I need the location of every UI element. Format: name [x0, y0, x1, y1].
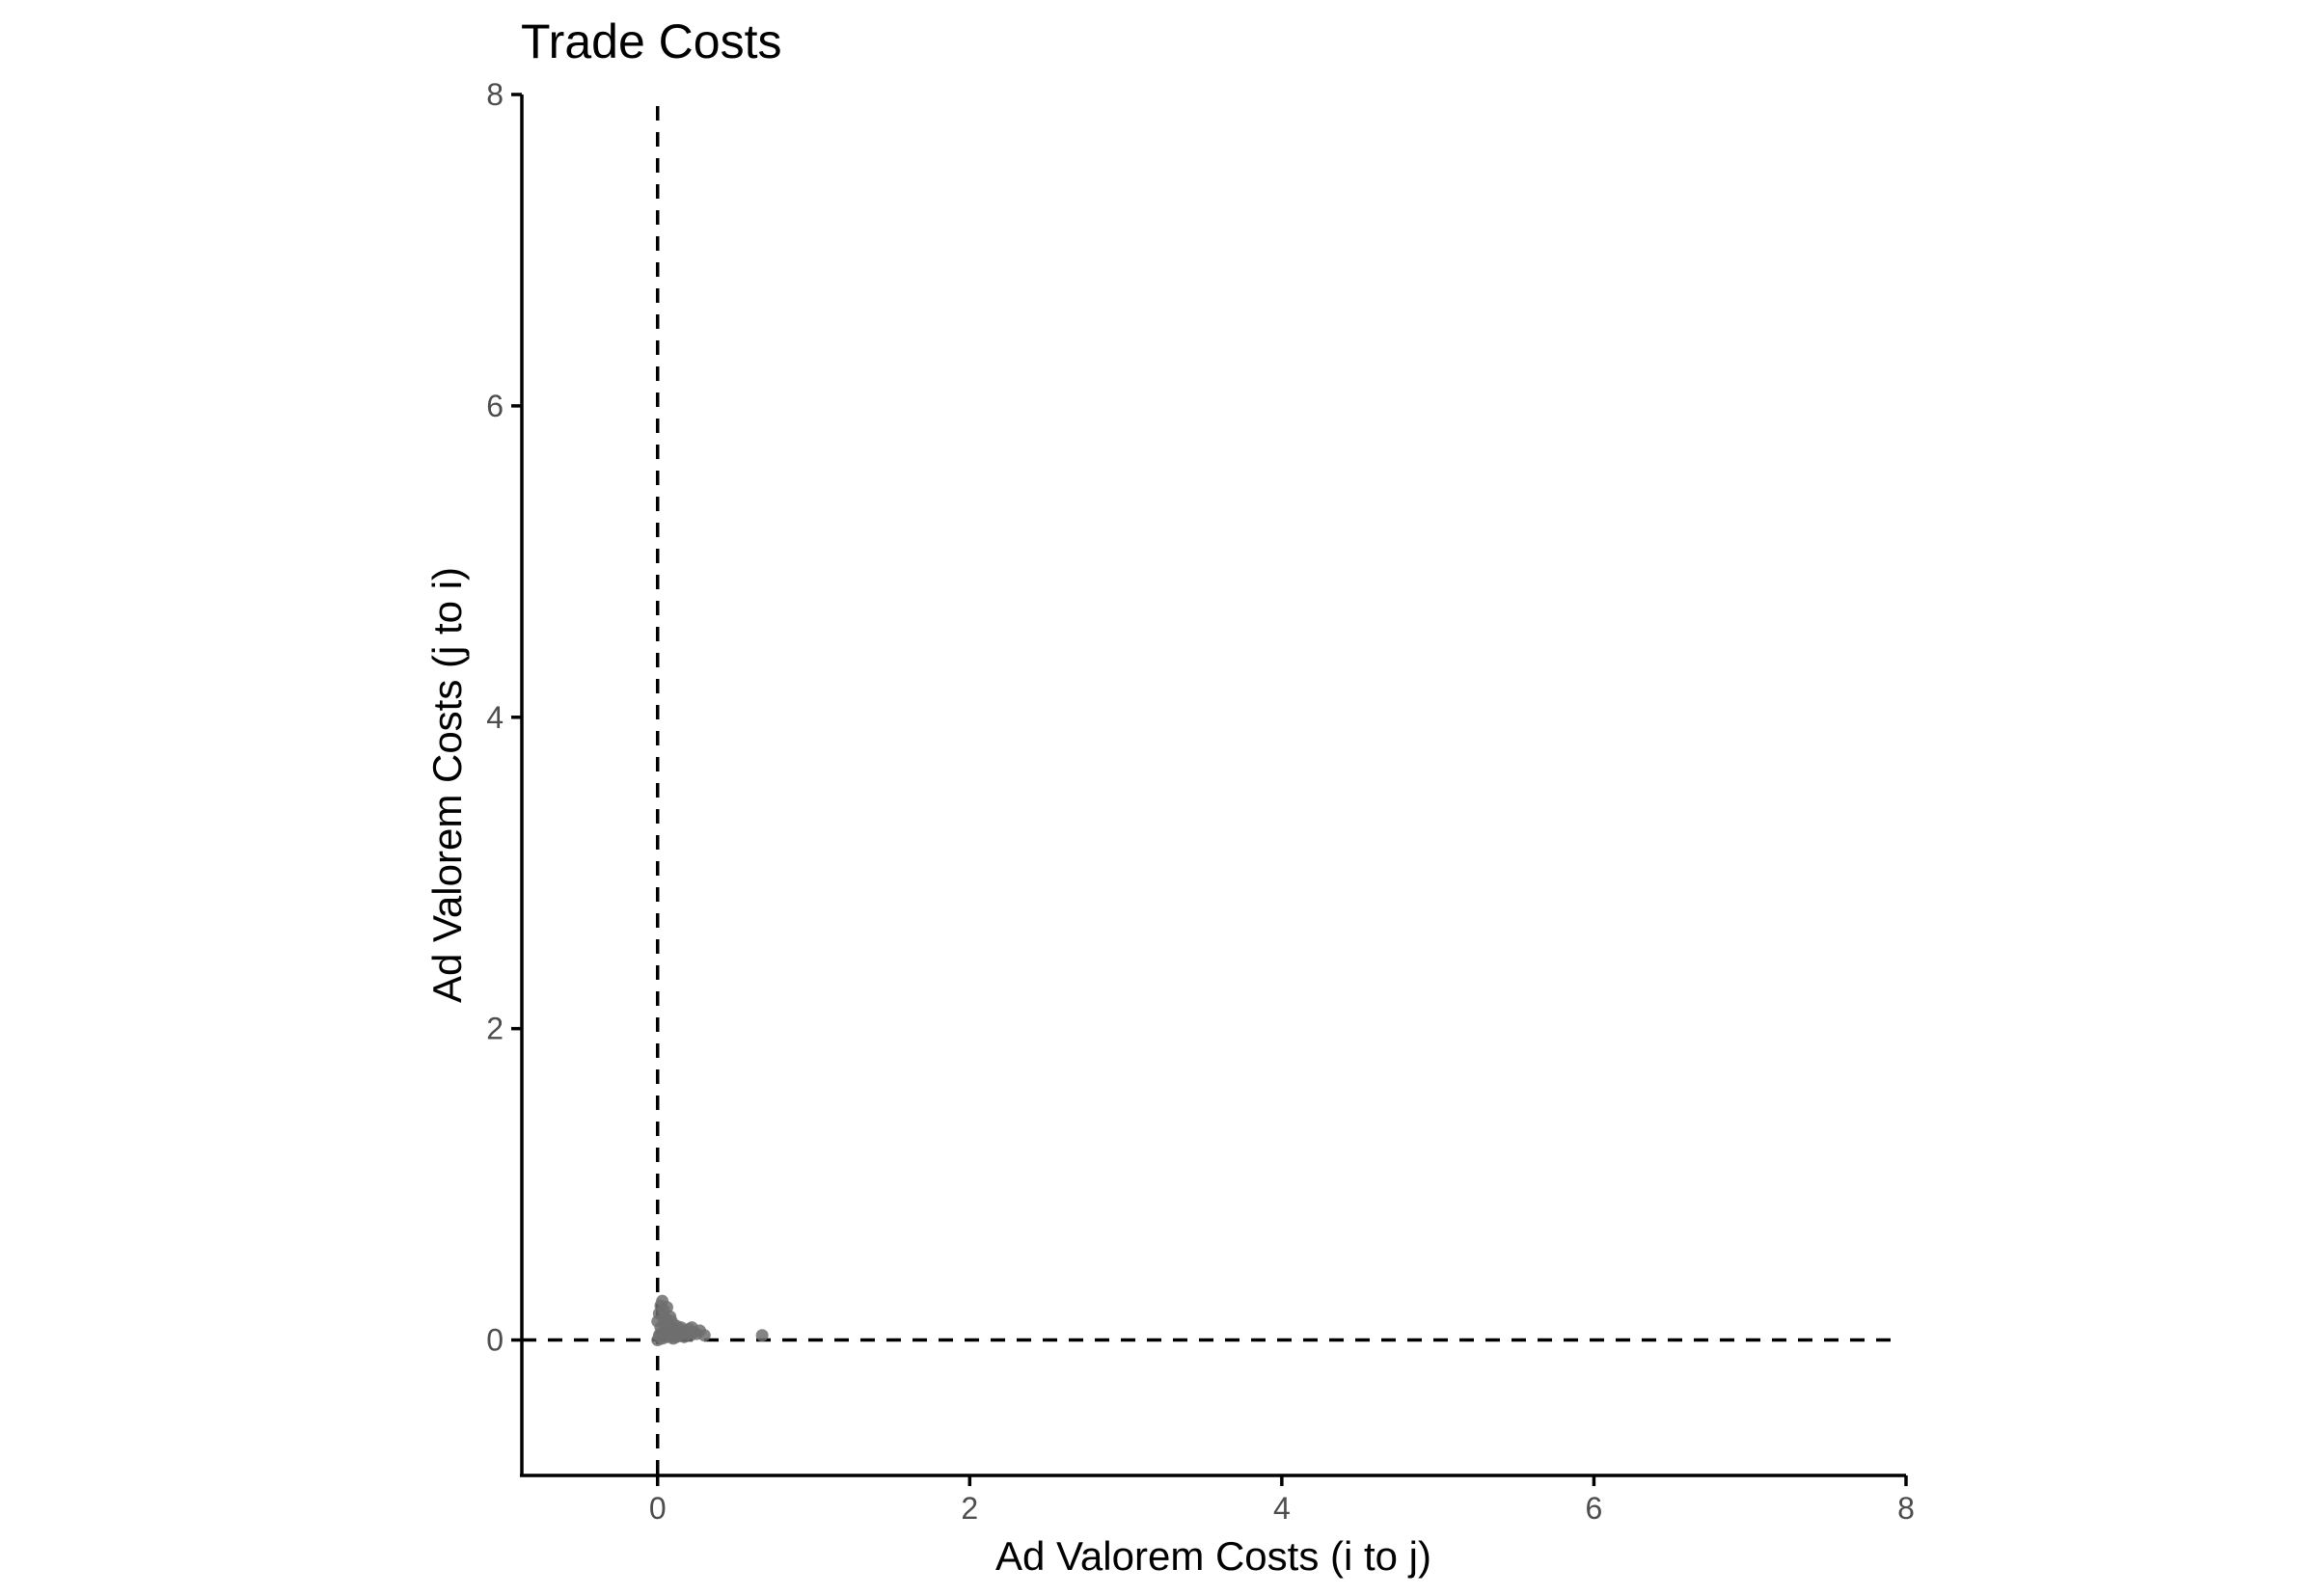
x-tick-label: 8 [1897, 1491, 1915, 1526]
x-tick-label: 6 [1586, 1491, 1603, 1526]
y-tick-label: 2 [486, 1012, 504, 1046]
chart-title: Trade Costs [521, 14, 781, 68]
y-tick-label: 6 [486, 389, 504, 423]
data-point [654, 1327, 667, 1340]
x-tick-label: 0 [649, 1491, 667, 1526]
reference-lines [522, 106, 1893, 1475]
y-tick-label: 0 [486, 1323, 504, 1358]
data-point [665, 1314, 678, 1328]
y-axis-ticks: 0 2 4 6 8 [486, 77, 522, 1358]
x-axis-ticks: 0 2 4 6 8 [649, 1475, 1915, 1526]
x-tick-label: 2 [961, 1491, 978, 1526]
data-points [651, 1294, 769, 1347]
data-point [672, 1322, 686, 1336]
y-tick-label: 4 [486, 700, 504, 735]
y-axis-label: Ad Valorem Costs (j to i) [424, 567, 470, 1003]
data-point [755, 1329, 769, 1342]
x-tick-label: 4 [1273, 1491, 1291, 1526]
data-point [697, 1329, 711, 1342]
x-axis-label: Ad Valorem Costs (i to j) [995, 1533, 1431, 1579]
y-tick-label: 8 [486, 77, 504, 112]
